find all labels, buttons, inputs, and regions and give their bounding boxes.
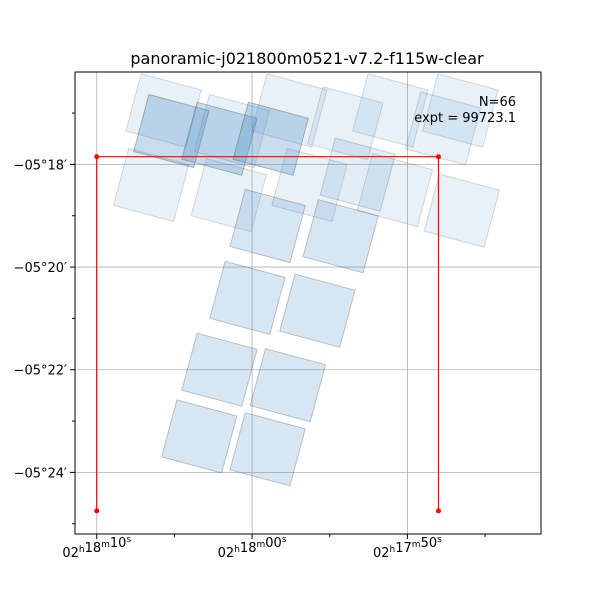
survey-outline <box>94 154 441 514</box>
footprint-tile <box>306 86 384 161</box>
plot-frame <box>74 71 542 535</box>
footprint-tile <box>404 91 482 166</box>
x-tick-label: 02h17m50s <box>373 535 442 561</box>
expt-annotation: expt = 99723.1 <box>414 111 516 126</box>
footprint-tile <box>352 73 429 148</box>
y-tick-label: −05°24′ <box>14 466 67 481</box>
outline-vertex <box>94 154 100 160</box>
chart-title: panoramic-j021800m0521-v7.2-f115w-clear <box>130 49 484 68</box>
outline-vertex <box>435 154 441 160</box>
footprint-tile <box>251 73 328 148</box>
footprint-tile <box>193 93 271 169</box>
footprint-tile <box>112 147 190 223</box>
outline-vertex <box>94 508 100 514</box>
y-tick-label: −05°18′ <box>14 158 67 173</box>
footprint-tile <box>209 260 286 336</box>
x-tick-label: 02h18m00s <box>218 535 287 561</box>
footprint-tiles <box>112 73 501 487</box>
footprint-tile <box>421 73 499 148</box>
footprint-tile <box>249 347 327 423</box>
footprint-tile <box>229 412 306 487</box>
footprint-tile <box>423 173 501 248</box>
footprint-tile <box>302 199 379 274</box>
n-annotation: N=66 <box>479 95 516 110</box>
footprint-tile <box>190 157 268 233</box>
outline-vertex <box>435 508 441 514</box>
footprint-tile <box>160 399 238 474</box>
footprint-tile <box>356 152 434 228</box>
footprint-tile <box>229 188 306 264</box>
grid-layer <box>75 72 541 534</box>
y-tick-label: −05°20′ <box>14 261 67 276</box>
footprint-tile <box>125 73 202 148</box>
y-tick-label: −05°22′ <box>14 364 67 379</box>
footprint-tile <box>279 273 356 348</box>
x-tick-label: 02h18m10s <box>62 535 131 561</box>
footprint-tile <box>271 147 348 223</box>
footprint-tile <box>133 93 210 169</box>
outline-line <box>96 156 440 511</box>
footprint-tile <box>181 332 258 407</box>
axis-ticks: 02h18m10s 02h18m00s 02h17m50s −05°18′ −05°20… <box>14 112 486 561</box>
